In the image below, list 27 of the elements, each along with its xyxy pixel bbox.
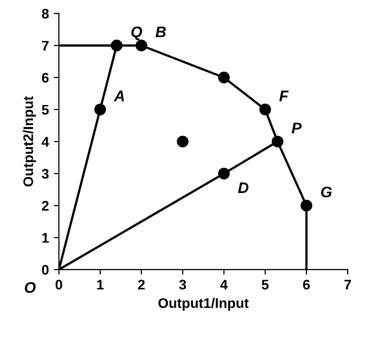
- annotation: A: [114, 90, 124, 102]
- annotation: B: [156, 26, 166, 38]
- y-tick-label: 4: [42, 137, 50, 147]
- x-tick-label: 1: [97, 280, 104, 290]
- y-tick-label: 6: [42, 72, 49, 83]
- x-tick-label: 2: [138, 280, 145, 290]
- x-tick-label: 3: [179, 280, 186, 290]
- x-tick-label: 7: [344, 280, 351, 290]
- annotation: P: [292, 122, 302, 134]
- y-tick-label: 7: [42, 40, 49, 51]
- text: O: [24, 282, 36, 293]
- x-tick-label: 0: [56, 280, 62, 290]
- x-tick-label: 4: [220, 280, 228, 290]
- y-tick-label: 3: [42, 168, 49, 179]
- annotation: D: [238, 182, 248, 193]
- x-axis-title: Output1/Input: [158, 298, 249, 311]
- y-tick-label: 0: [42, 264, 49, 275]
- y-tick-label: 5: [42, 105, 49, 115]
- x-tick-label: 5: [262, 280, 269, 290]
- annotation: F: [279, 90, 289, 102]
- annotation: Q: [131, 26, 142, 40]
- y-tick-label: 8: [42, 8, 49, 19]
- y-tick-label: 2: [42, 200, 49, 211]
- annotation: G: [321, 186, 332, 198]
- y-tick-label: 1: [42, 233, 49, 243]
- x-tick-label: 6: [303, 280, 310, 290]
- y-axis-title: Output2/Input: [22, 96, 36, 186]
